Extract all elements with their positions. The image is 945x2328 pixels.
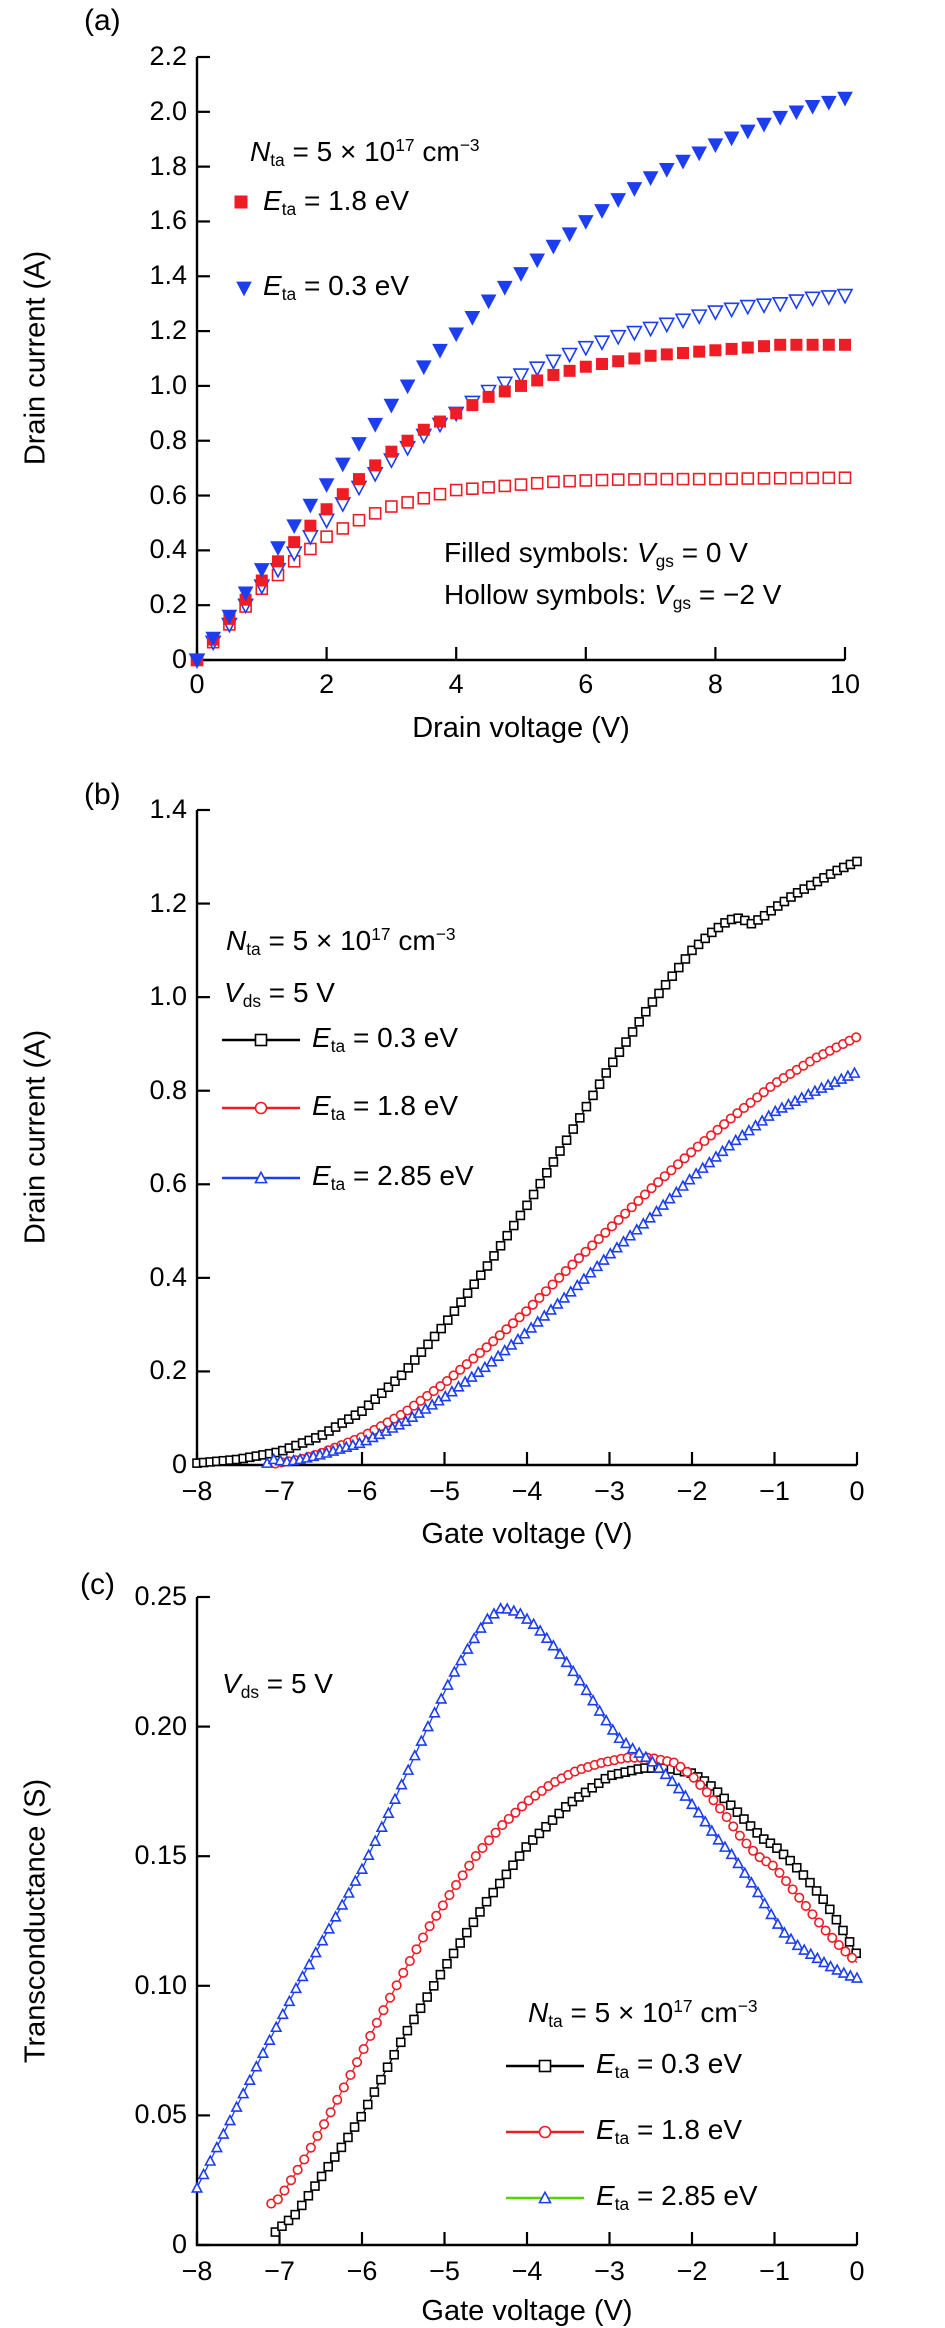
y-tick-label-a: 1.4 bbox=[149, 260, 187, 291]
y-tick-label-a: 1.2 bbox=[149, 315, 187, 346]
y-tick-label-c: 0.05 bbox=[134, 2099, 187, 2130]
legend-markers-b bbox=[222, 1033, 300, 1184]
x-tick-label-c: −7 bbox=[264, 2256, 295, 2286]
x-tick-label-b: 0 bbox=[849, 1476, 865, 1506]
panel-a-letter: (a) bbox=[84, 4, 121, 37]
x-tick-label-c: −3 bbox=[594, 2256, 625, 2286]
y-tick-label-a: 2.2 bbox=[149, 41, 187, 71]
x-tick-label-c: −5 bbox=[429, 2256, 460, 2286]
x-tick-label-c: −2 bbox=[676, 2256, 708, 2286]
y-tick-label-b: 0.6 bbox=[149, 1168, 187, 1199]
legend-label-a-1: Eta = 0.3 eV bbox=[263, 270, 410, 304]
annotation-nta-c: Nta = 5 × 1017 cm−3 bbox=[528, 1996, 758, 2031]
series-a-2 bbox=[191, 338, 851, 666]
y-tick-label-b: 0.2 bbox=[149, 1355, 187, 1386]
x-tick-label-c: −8 bbox=[181, 2256, 213, 2286]
x-tick-label-a: 10 bbox=[829, 669, 861, 699]
axis-title-x-b: Gate voltage (V) bbox=[421, 1518, 633, 1550]
y-tick-label-b: 1.2 bbox=[149, 887, 187, 918]
axis-title-y-b: Drain current (A) bbox=[19, 1029, 52, 1245]
y-tick-label-a: 1.6 bbox=[149, 205, 187, 236]
y-tick-label-b: 0 bbox=[171, 1449, 187, 1479]
legend-label-c-0: Eta = 0.3 eV bbox=[596, 2048, 743, 2082]
y-tick-label-c: 0.20 bbox=[134, 1710, 187, 1741]
y-tick-label-c: 0.25 bbox=[134, 1581, 187, 1611]
legend-markers-c bbox=[506, 2059, 584, 2204]
y-tick-label-a: 1.0 bbox=[149, 369, 187, 400]
axis-title-x-c: Gate voltage (V) bbox=[421, 2295, 633, 2327]
x-tick-label-c: 0 bbox=[849, 2256, 865, 2286]
axis-title-y-c: Transconductance (S) bbox=[19, 1778, 52, 2064]
y-tick-label-a: 2.0 bbox=[149, 95, 187, 126]
y-tick-label-c: 0.15 bbox=[134, 1840, 187, 1871]
y-tick-label-b: 0.8 bbox=[149, 1074, 187, 1105]
series-c-0 bbox=[270, 1763, 861, 2237]
annotation-vds-c: Vds = 5 V bbox=[222, 1668, 333, 1702]
y-tick-label-a: 0.2 bbox=[149, 589, 187, 620]
x-tick-label-b: −8 bbox=[181, 1476, 213, 1506]
annotation-nta-b: Nta = 5 × 1017 cm−3 bbox=[226, 924, 456, 959]
y-tick-label-c: 0.10 bbox=[134, 1969, 187, 2000]
series-b-2 bbox=[261, 1066, 861, 1468]
y-tick-label-b: 0.4 bbox=[149, 1261, 187, 1292]
x-tick-label-c: −6 bbox=[346, 2256, 378, 2286]
legend-label-c-2: Eta = 2.85 eV bbox=[596, 2180, 758, 2214]
annotation-hollow-note: Hollow symbols: Vgs = −2 V bbox=[444, 579, 782, 613]
legend-label-c-1: Eta = 1.8 eV bbox=[596, 2114, 743, 2148]
x-tick-label-a: 8 bbox=[707, 669, 723, 699]
y-tick-label-a: 0.6 bbox=[149, 479, 187, 510]
annotation-filled-note: Filled symbols: Vgs = 0 V bbox=[444, 537, 748, 571]
y-tick-label-a: 0.8 bbox=[149, 424, 187, 455]
axes-c bbox=[195, 1595, 859, 2247]
axis-title-x-a: Drain voltage (V) bbox=[412, 712, 630, 744]
y-tick-label-b: 1.0 bbox=[149, 981, 187, 1012]
series-c-2 bbox=[190, 1602, 864, 2193]
x-tick-label-a: 4 bbox=[448, 669, 464, 699]
legend-label-b-0: Eta = 0.3 eV bbox=[312, 1022, 459, 1056]
x-tick-label-a: 0 bbox=[189, 669, 205, 699]
axes-b bbox=[195, 808, 859, 1467]
y-tick-label-a: 1.8 bbox=[149, 150, 187, 181]
legend-label-a-0: Eta = 1.8 eV bbox=[263, 185, 410, 219]
x-tick-label-a: 6 bbox=[578, 669, 594, 699]
x-tick-label-b: −1 bbox=[759, 1476, 790, 1506]
annotation-nta-a: Nta = 5 × 1017 cm−3 bbox=[250, 135, 480, 170]
y-tick-label-b: 1.4 bbox=[149, 794, 187, 824]
series-b-1 bbox=[270, 1032, 862, 1469]
y-tick-label-a: 0.4 bbox=[149, 534, 187, 565]
panel-b-letter: (b) bbox=[84, 778, 121, 811]
series-c-1 bbox=[266, 1752, 858, 2209]
y-tick-label-c: 0 bbox=[171, 2229, 187, 2259]
axis-title-y-a: Drain current (A) bbox=[19, 250, 52, 466]
series-b-0 bbox=[192, 856, 862, 1468]
legend-markers-a bbox=[234, 195, 252, 297]
x-tick-label-b: −5 bbox=[429, 1476, 460, 1506]
x-tick-label-c: −4 bbox=[511, 2256, 543, 2286]
x-tick-label-b: −4 bbox=[511, 1476, 543, 1506]
x-tick-label-a: 2 bbox=[319, 669, 335, 699]
legend-label-b-1: Eta = 1.8 eV bbox=[312, 1090, 459, 1124]
x-tick-label-b: −3 bbox=[594, 1476, 625, 1506]
annotation-vds-b: Vds = 5 V bbox=[224, 977, 335, 1011]
x-tick-label-b: −7 bbox=[264, 1476, 295, 1506]
x-tick-label-b: −2 bbox=[676, 1476, 708, 1506]
legend-label-b-2: Eta = 2.85 eV bbox=[312, 1160, 474, 1194]
panel-c-letter: (c) bbox=[80, 1568, 115, 1601]
series-a-3 bbox=[189, 91, 853, 669]
x-tick-label-b: −6 bbox=[346, 1476, 378, 1506]
x-tick-label-c: −1 bbox=[759, 2256, 790, 2286]
y-tick-label-a: 0 bbox=[171, 644, 187, 674]
